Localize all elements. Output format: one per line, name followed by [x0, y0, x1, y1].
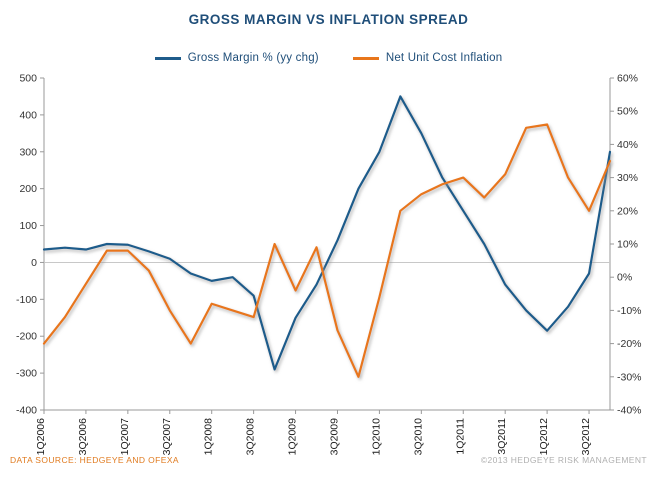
legend-item-gross-margin: Gross Margin % (yy chg)	[154, 52, 319, 64]
y-axis-right-tick: 0%	[617, 272, 632, 284]
y-axis-left-tick: -400	[16, 405, 37, 417]
y-axis-left-tick: 100	[19, 220, 37, 232]
x-axis-tick-label: 1Q2008	[203, 418, 215, 456]
data-source-note: DATA SOURCE: HEDGEYE AND OFEXA	[10, 455, 179, 465]
y-axis-left-tick: 400	[19, 109, 37, 121]
legend-label-inflation: Net Unit Cost Inflation	[385, 52, 503, 64]
legend-swatch-inflation	[352, 56, 379, 60]
y-axis-right-tick: -10%	[617, 305, 642, 317]
y-axis-left-tick: -200	[16, 331, 37, 343]
x-axis-tick-label: 1Q2006	[35, 418, 47, 456]
legend-swatch-gross-margin	[154, 56, 181, 60]
y-axis-right-tick: 40%	[617, 139, 638, 151]
y-axis-left-tick: 200	[19, 183, 37, 195]
x-axis-tick-label: 3Q2006	[77, 418, 89, 456]
x-axis-tick-label: 3Q2009	[328, 418, 340, 456]
y-axis-left-tick: -100	[16, 294, 37, 306]
y-axis-left-tick: 0	[31, 257, 37, 269]
copyright-note: ©2013 HEDGEYE RISK MANAGEMENT	[480, 455, 647, 465]
x-axis-tick-label: 1Q2009	[287, 418, 299, 456]
x-axis-tick-label: 1Q2011	[454, 418, 466, 455]
x-axis-tick-label: 3Q2010	[412, 418, 424, 456]
y-axis-left-tick: 500	[19, 73, 37, 85]
y-axis-right-tick: -20%	[617, 338, 642, 350]
y-axis-right-tick: 60%	[617, 73, 638, 85]
x-axis-tick-label: 3Q2012	[580, 418, 592, 456]
x-axis-tick-label: 1Q2007	[119, 418, 131, 456]
y-axis-right-tick: 10%	[617, 239, 638, 251]
legend-item-inflation: Net Unit Cost Inflation	[352, 52, 503, 64]
y-axis-right-tick: 50%	[617, 106, 638, 118]
x-axis-tick-label: 3Q2007	[161, 418, 173, 456]
x-axis-tick-label: 3Q2008	[245, 418, 257, 456]
y-axis-right-tick: 30%	[617, 172, 638, 184]
y-axis-right-tick: -30%	[617, 371, 642, 383]
chart-legend: Gross Margin % (yy chg) Net Unit Cost In…	[0, 52, 657, 64]
y-axis-right-tick: -40%	[617, 405, 642, 417]
series-line-gross-margin	[42, 95, 612, 371]
x-axis-tick-label: 1Q2010	[370, 418, 382, 456]
series-line-inflation	[42, 123, 612, 378]
y-axis-left-tick: 300	[19, 146, 37, 158]
y-axis-left-tick: -300	[16, 368, 37, 380]
legend-label-gross-margin: Gross Margin % (yy chg)	[187, 52, 319, 64]
x-axis-tick-label: 1Q2012	[538, 418, 550, 456]
page-title: GROSS MARGIN VS INFLATION SPREAD	[188, 12, 469, 27]
y-axis-right-tick: 20%	[617, 205, 638, 217]
x-axis-tick-label: 3Q2011	[496, 418, 508, 455]
